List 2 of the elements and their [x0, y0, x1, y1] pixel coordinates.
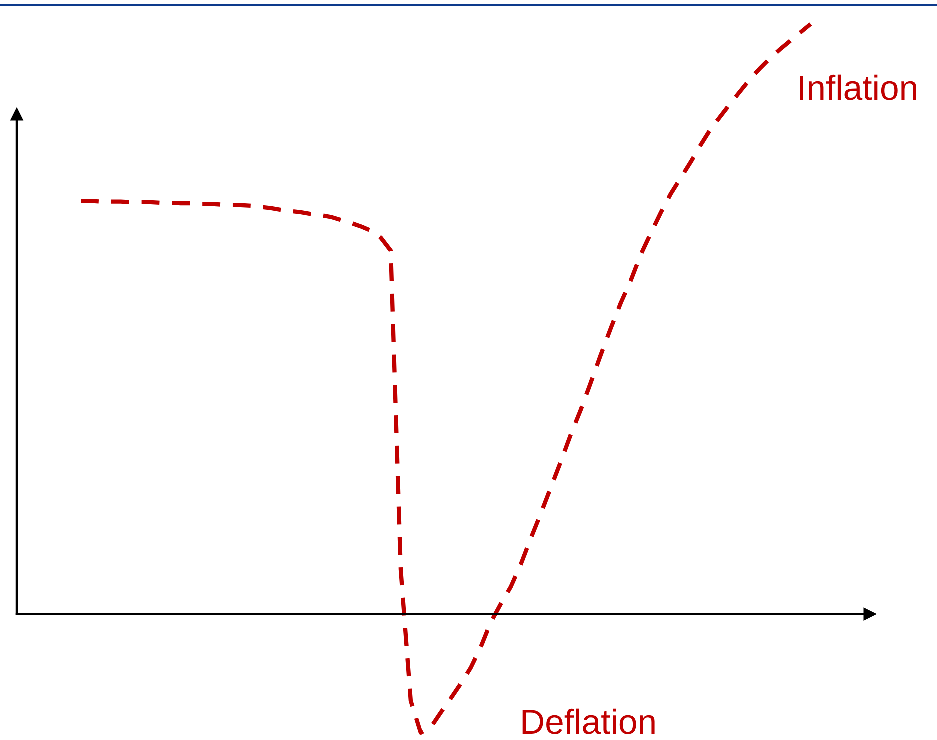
annotation: Deflation [522, 708, 655, 734]
annotation: Inflation [800, 74, 916, 100]
